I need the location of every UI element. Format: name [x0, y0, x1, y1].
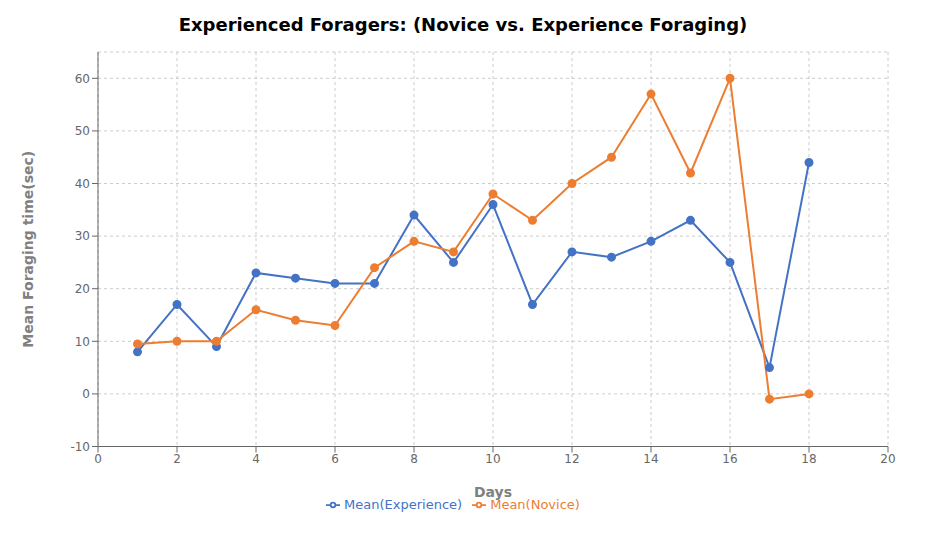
svg-text:60: 60 — [75, 72, 90, 86]
svg-text:-10: -10 — [70, 440, 90, 454]
svg-text:30: 30 — [75, 229, 90, 243]
html-text:Mean(Novice): Mean(Novice) — [490, 496, 580, 512]
svg-text:50: 50 — [75, 124, 90, 138]
svg-text:Days: Days — [474, 484, 512, 500]
svg-text:20: 20 — [75, 282, 90, 296]
svg-text:20: 20 — [880, 452, 895, 466]
svg-text:Mean Foraging time(sec): Mean Foraging time(sec) — [20, 151, 36, 348]
svg-text:14: 14 — [643, 452, 658, 466]
svg-text:10: 10 — [485, 452, 500, 466]
svg-text:2: 2 — [173, 452, 181, 466]
html-text:Mean(Experience): Mean(Experience) — [344, 496, 463, 512]
svg-text:40: 40 — [75, 177, 90, 191]
svg-text:0: 0 — [82, 387, 90, 401]
svg-text:16: 16 — [722, 452, 737, 466]
svg-text:0: 0 — [94, 452, 102, 466]
html-text:Experienced Foragers: (Novice: Experienced Foragers: (Novice vs. Experi… — [178, 14, 748, 35]
svg-text:18: 18 — [801, 452, 816, 466]
svg-text:6: 6 — [331, 452, 339, 466]
svg-text:8: 8 — [410, 452, 418, 466]
svg-text:12: 12 — [564, 452, 579, 466]
svg-text:10: 10 — [75, 335, 90, 349]
svg-text:4: 4 — [252, 452, 260, 466]
